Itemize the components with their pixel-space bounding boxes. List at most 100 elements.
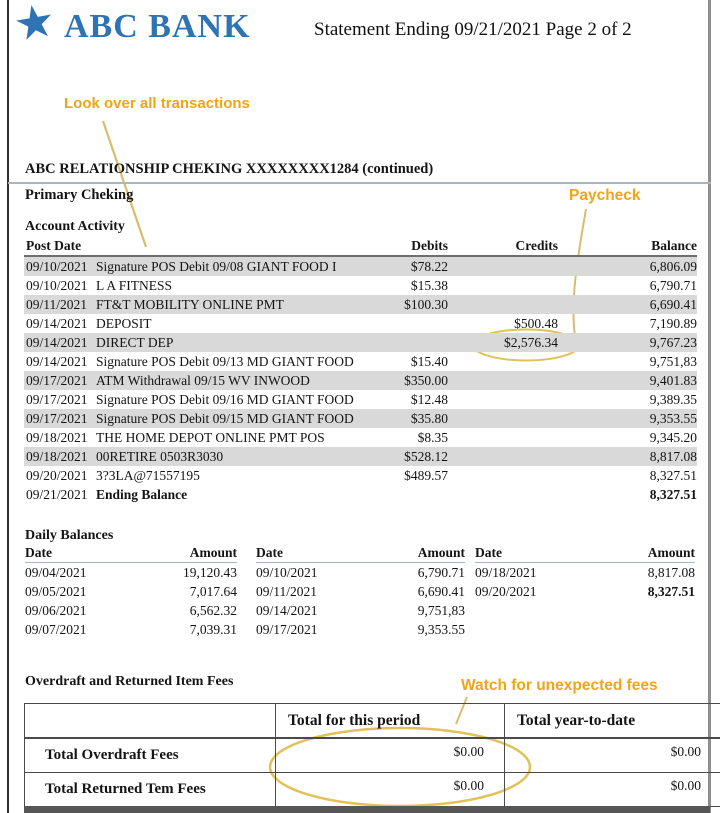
account-subheading: Primary Cheking — [25, 187, 134, 203]
fee-period-value: $0.00 — [275, 772, 505, 807]
daily-balances-title: Daily Balances — [25, 528, 114, 543]
amount-header: Amount — [647, 545, 695, 560]
transaction-desc: Signature POS Debit 09/15 MD GIANT FOOD — [96, 411, 354, 426]
date-header: Date — [256, 545, 283, 560]
account-activity-header-row: Post Date Debits Credits Balance — [24, 238, 697, 257]
transaction-debit — [358, 333, 448, 352]
transaction-bal: 8,327.51 — [649, 487, 697, 502]
daily-balance-date: 09/04/2021 — [25, 565, 87, 580]
transaction-date: 09/14/2021 — [26, 354, 88, 369]
transaction-row: 09/17/2021 Signature POS Debit 09/15 MD G… — [24, 409, 697, 428]
daily-balance-row: 09/18/2021 8,817.08 — [475, 563, 695, 582]
transaction-date: 09/20/2021 — [26, 468, 88, 483]
star-icon: ★ — [9, 0, 60, 52]
transaction-debit: $78.22 — [410, 259, 448, 274]
transaction-credit — [448, 257, 558, 276]
transaction-row: 09/14/2021 Signature POS Debit 09/13 MD G… — [24, 352, 697, 371]
column-header-post-date: Post Date — [26, 238, 82, 253]
transaction-bal: 8,327.51 — [649, 468, 697, 483]
transaction-bal: 9,401.83 — [649, 373, 697, 388]
transaction-credit — [448, 390, 558, 409]
transaction-bal: 6,690.41 — [649, 297, 697, 312]
transaction-date: 09/18/2021 — [26, 449, 88, 464]
daily-balance-date: 09/20/2021 — [475, 584, 537, 599]
transaction-row: 09/11/2021 FT&T MOBILITY ONLINE PMT $100.3… — [24, 295, 697, 314]
transaction-debit: $15.38 — [410, 278, 448, 293]
fees-row-returned: Total Returned Tem Fees $0.00 $0.00 — [24, 772, 720, 807]
fee-label: Total Returned Tem Fees — [24, 772, 276, 807]
transaction-date: 09/10/2021 — [26, 278, 88, 293]
transaction-row: 09/17/2021 Signature POS Debit 09/16 MD G… — [24, 390, 697, 409]
transaction-bal: 9,751,83 — [649, 354, 697, 369]
transaction-credit — [448, 428, 558, 447]
fees-header-ytd: Total year-to-date — [504, 703, 720, 739]
transaction-bal: 9,353.55 — [649, 411, 697, 426]
transaction-desc: Signature POS Debit 09/08 GIANT FOOD I — [96, 259, 337, 274]
amount-header: Amount — [189, 545, 237, 560]
fee-label: Total Overdraft Fees — [24, 737, 276, 773]
daily-balance-date: 09/10/2021 — [256, 565, 318, 580]
daily-balance-date: 09/05/2021 — [25, 584, 87, 599]
transaction-date: 09/17/2021 — [26, 392, 88, 407]
transaction-bal: 8,817.08 — [649, 449, 697, 464]
page-bottom-bar — [24, 806, 710, 813]
transaction-credit — [448, 409, 558, 428]
fee-ytd-value: $0.00 — [504, 772, 720, 807]
daily-balance-row: 09/11/2021 6,690.41 — [256, 582, 465, 601]
account-activity-rows: 09/10/2021 Signature POS Debit 09/08 GIAN… — [24, 257, 697, 504]
transaction-debit: $350.00 — [404, 373, 448, 388]
page-left-border — [7, 0, 9, 813]
daily-balance-amount: 8,817.08 — [647, 565, 695, 580]
transaction-bal: 9,767.23 — [649, 335, 697, 350]
transaction-date: 09/11/2021 — [26, 297, 88, 312]
fees-note: Watch for unexpected fees — [461, 677, 658, 694]
daily-balance-date: 09/18/2021 — [475, 565, 537, 580]
transaction-row: 09/21/2021 Ending Balance 8,327.51 — [24, 485, 697, 504]
transaction-desc: DEPOSIT — [96, 316, 152, 331]
transaction-credit — [448, 352, 558, 371]
transaction-bal: 7,190.89 — [649, 316, 697, 331]
daily-balances-header: Date Amount — [25, 545, 237, 563]
daily-balance-date: 09/14/2021 — [256, 603, 318, 618]
transaction-credit — [448, 276, 558, 295]
transaction-debit: $528.12 — [404, 449, 448, 464]
date-header: Date — [475, 545, 502, 560]
daily-balance-row: 09/14/2021 9,751,83 — [256, 601, 465, 620]
transaction-credit — [448, 466, 558, 485]
transaction-bal: 6,806.09 — [649, 259, 697, 274]
daily-balance-amount: 19,120.43 — [183, 565, 237, 580]
transaction-date: 09/17/2021 — [26, 411, 88, 426]
page-right-border — [708, 0, 711, 813]
daily-balance-amount: 9,751,83 — [417, 603, 465, 618]
fees-header-period: Total for this period — [275, 703, 505, 739]
transaction-date: 09/17/2021 — [26, 373, 88, 388]
daily-balance-amount: 6,690.41 — [417, 584, 465, 599]
transaction-credit: $2,576.34 — [504, 335, 558, 350]
paycheck-note: Paycheck — [569, 187, 641, 204]
heading-rule — [8, 182, 711, 184]
daily-balance-row: 09/04/2021 19,120.43 — [25, 563, 237, 582]
transaction-row: 09/20/2021 3?3LA@71557195 $489.57 8,327.51 — [24, 466, 697, 485]
transaction-debit: $100.30 — [404, 297, 448, 312]
transaction-desc: ATM Withdrawal 09/15 WV INWOOD — [96, 373, 310, 388]
transaction-credit — [448, 447, 558, 466]
daily-balance-amount: 8,327.51 — [647, 584, 695, 599]
column-header-credits: Credits — [515, 238, 559, 253]
transaction-desc: 3?3LA@71557195 — [96, 468, 200, 483]
transaction-desc: DIRECT DEP — [96, 335, 174, 350]
daily-balance-rows: 09/10/2021 6,790.71 09/11/2021 6,690.41 09/1… — [256, 563, 465, 639]
transaction-date: 09/10/2021 — [26, 259, 88, 274]
transaction-credit — [448, 485, 558, 504]
transaction-desc: Signature POS Debit 09/13 MD GIANT FOOD — [96, 354, 354, 369]
transaction-row: 09/14/2021 DIRECT DEP $2,576.34 9,767.23 — [24, 333, 697, 352]
transaction-desc: 00RETIRE 0503R3030 — [96, 449, 224, 464]
transaction-credit: $500.48 — [514, 316, 558, 331]
fees-table: Total for this period Total year-to-date… — [24, 703, 720, 807]
account-heading: ABC RELATIONSHIP CHEKING XXXXXXXX1284 (c… — [25, 161, 434, 177]
transaction-desc: THE HOME DEPOT ONLINE PMT POS — [96, 430, 325, 445]
transaction-desc: L A FITNESS — [96, 278, 173, 293]
date-header: Date — [25, 545, 52, 560]
transaction-debit — [358, 314, 448, 333]
daily-balance-date: 09/11/2021 — [256, 584, 318, 599]
daily-balance-row: 09/10/2021 6,790.71 — [256, 563, 465, 582]
